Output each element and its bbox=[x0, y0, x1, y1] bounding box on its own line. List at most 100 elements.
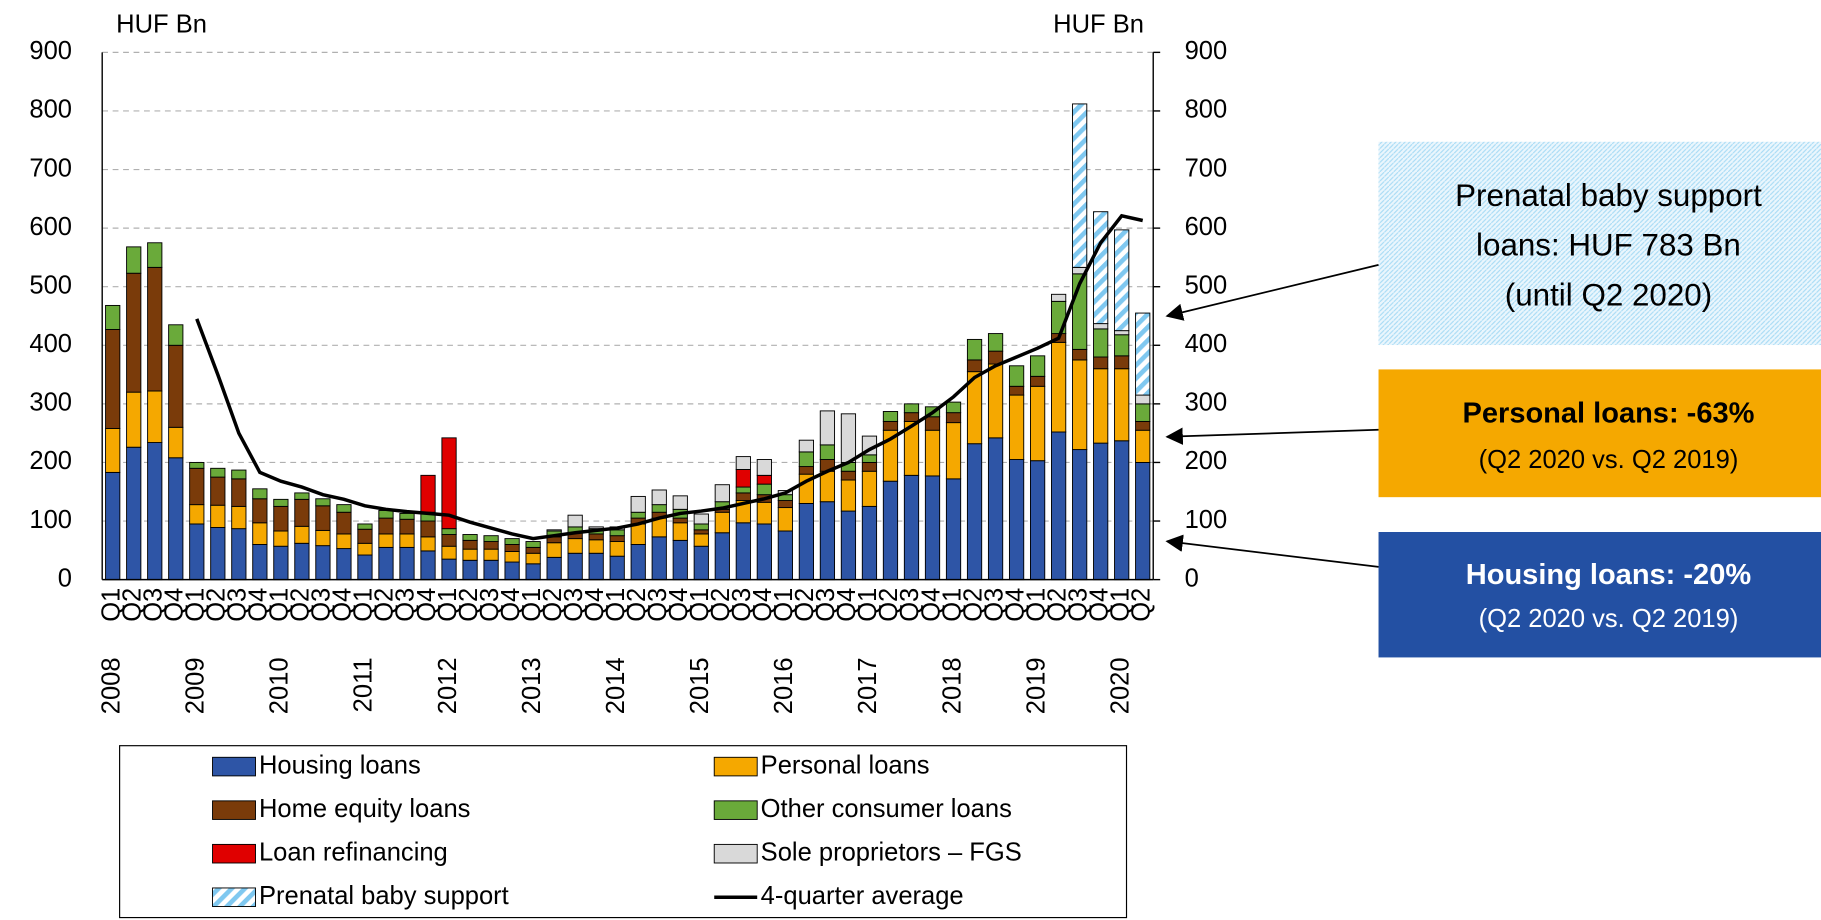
x-group-label: 2013 bbox=[518, 657, 546, 714]
bar-segment bbox=[630, 511, 646, 519]
bar-segment bbox=[651, 504, 667, 513]
bar-segment bbox=[1135, 312, 1151, 396]
x-group-label: 2015 bbox=[686, 657, 714, 714]
bar-segment bbox=[336, 511, 352, 535]
x-tick-label: Q1 bbox=[350, 588, 378, 622]
bar-segment bbox=[504, 544, 520, 552]
bar-segment bbox=[840, 470, 857, 481]
annotation-text: loans: HUF 783 Bn bbox=[1476, 228, 1741, 263]
bar-segment bbox=[756, 523, 772, 581]
bar-segment bbox=[441, 528, 457, 535]
annotation-text: Housing loans: -20% bbox=[1466, 559, 1752, 591]
annotation-box bbox=[1378, 141, 1821, 346]
y2-tick-label: 600 bbox=[1185, 213, 1228, 241]
x-tick-label: Q2 bbox=[707, 588, 735, 622]
bar-segment bbox=[567, 538, 583, 554]
bar-segment bbox=[945, 412, 962, 424]
bar-segment bbox=[420, 520, 436, 538]
bar-segment bbox=[462, 534, 478, 541]
y2-tick-label: 900 bbox=[1185, 37, 1228, 65]
bar-segment bbox=[1029, 460, 1046, 581]
bar-segment bbox=[1135, 420, 1151, 431]
bar-segment bbox=[1114, 368, 1130, 442]
bar-segment bbox=[1114, 355, 1130, 370]
annotation-text: Prenatal baby support bbox=[1455, 178, 1762, 213]
bar-segment bbox=[1051, 431, 1067, 581]
bar-segment bbox=[315, 545, 331, 581]
bar-segment bbox=[315, 529, 331, 547]
x-group-label: 2014 bbox=[602, 657, 630, 714]
bar-segment bbox=[294, 525, 310, 544]
bar-segment bbox=[630, 523, 646, 545]
bar-segment bbox=[756, 501, 772, 525]
bar-segment bbox=[1093, 328, 1109, 358]
x-tick-label: Q3 bbox=[980, 588, 1008, 622]
bar-segment bbox=[378, 517, 394, 535]
bar-segment bbox=[294, 498, 310, 527]
x-tick-label: Q4 bbox=[1001, 588, 1029, 622]
bar-segment bbox=[441, 545, 457, 560]
bar-segment bbox=[819, 444, 836, 460]
bar-segment bbox=[168, 344, 184, 428]
x-tick-label: Q4 bbox=[917, 588, 945, 622]
x-tick-label: Q1 bbox=[602, 588, 630, 622]
bar-segment bbox=[987, 333, 1004, 352]
bar-segment bbox=[798, 439, 814, 453]
x-group-label: 2008 bbox=[97, 657, 125, 714]
bar-segment bbox=[504, 538, 520, 545]
bar-segment bbox=[672, 517, 688, 524]
legend-label: 4-quarter average bbox=[761, 882, 964, 910]
bar-segment bbox=[273, 498, 289, 507]
bar-segment bbox=[735, 522, 751, 581]
bar-segment bbox=[546, 542, 562, 558]
y2-tick-label: 400 bbox=[1185, 330, 1228, 358]
legend bbox=[119, 745, 1128, 919]
y-tick-label: 100 bbox=[29, 506, 72, 534]
bar-segment bbox=[525, 541, 541, 548]
bar-segment bbox=[840, 413, 857, 463]
y-tick-label: 200 bbox=[29, 447, 72, 475]
x-group-label: 2018 bbox=[938, 657, 966, 714]
bar-segment bbox=[336, 533, 352, 550]
bar-segment bbox=[1114, 330, 1130, 336]
bar-segment bbox=[357, 542, 373, 556]
bar-segment bbox=[336, 504, 352, 513]
x-tick-label: Q2 bbox=[959, 588, 987, 622]
y-tick-label: 0 bbox=[58, 564, 72, 592]
legend-label: Personal loans bbox=[761, 751, 930, 779]
bar-segment bbox=[903, 412, 920, 422]
legend-label: Other consumer loans bbox=[761, 795, 1012, 823]
x-tick-label: Q4 bbox=[497, 588, 525, 622]
bar-segment bbox=[567, 514, 583, 528]
bar-segment bbox=[189, 461, 205, 469]
bar-segment bbox=[798, 466, 814, 475]
bar-segment bbox=[1093, 356, 1109, 370]
y2-tick-label: 800 bbox=[1185, 96, 1228, 124]
bar-segment bbox=[483, 535, 499, 543]
bar-segment bbox=[630, 544, 646, 581]
x-tick-label: Q2 bbox=[539, 588, 567, 622]
bar-segment bbox=[567, 552, 583, 581]
x-tick-label: Q2 bbox=[791, 588, 819, 622]
x-tick-label: Q4 bbox=[749, 588, 777, 622]
x-tick-label: Q4 bbox=[245, 588, 273, 622]
bar-segment bbox=[441, 437, 457, 530]
bar-segment bbox=[399, 518, 415, 535]
x-tick-label: Q4 bbox=[581, 588, 609, 622]
bar-segment bbox=[504, 551, 520, 563]
bar-segment bbox=[672, 539, 688, 581]
bar-segment bbox=[693, 523, 709, 531]
x-tick-label: Q1 bbox=[1106, 588, 1134, 622]
bar-segment bbox=[1114, 229, 1130, 332]
bar-segment bbox=[672, 522, 688, 541]
x-tick-label: Q4 bbox=[1085, 588, 1113, 622]
bar-segment bbox=[357, 554, 373, 581]
bar-segment bbox=[273, 545, 289, 581]
legend-label: Loan refinancing bbox=[259, 838, 448, 866]
y-tick-label: 800 bbox=[29, 96, 72, 124]
annotation-box bbox=[1378, 369, 1821, 498]
bar-segment bbox=[105, 428, 121, 473]
bar-segment bbox=[294, 492, 310, 500]
bar-segment bbox=[1072, 359, 1088, 451]
x-tick-label: Q2 bbox=[118, 588, 146, 622]
